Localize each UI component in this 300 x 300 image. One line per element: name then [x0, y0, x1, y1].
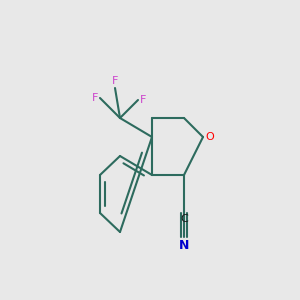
Text: F: F: [92, 93, 98, 103]
Text: F: F: [140, 95, 146, 105]
Text: F: F: [112, 76, 118, 86]
Text: N: N: [179, 239, 189, 252]
Text: O: O: [205, 132, 214, 142]
Text: C: C: [180, 214, 188, 224]
